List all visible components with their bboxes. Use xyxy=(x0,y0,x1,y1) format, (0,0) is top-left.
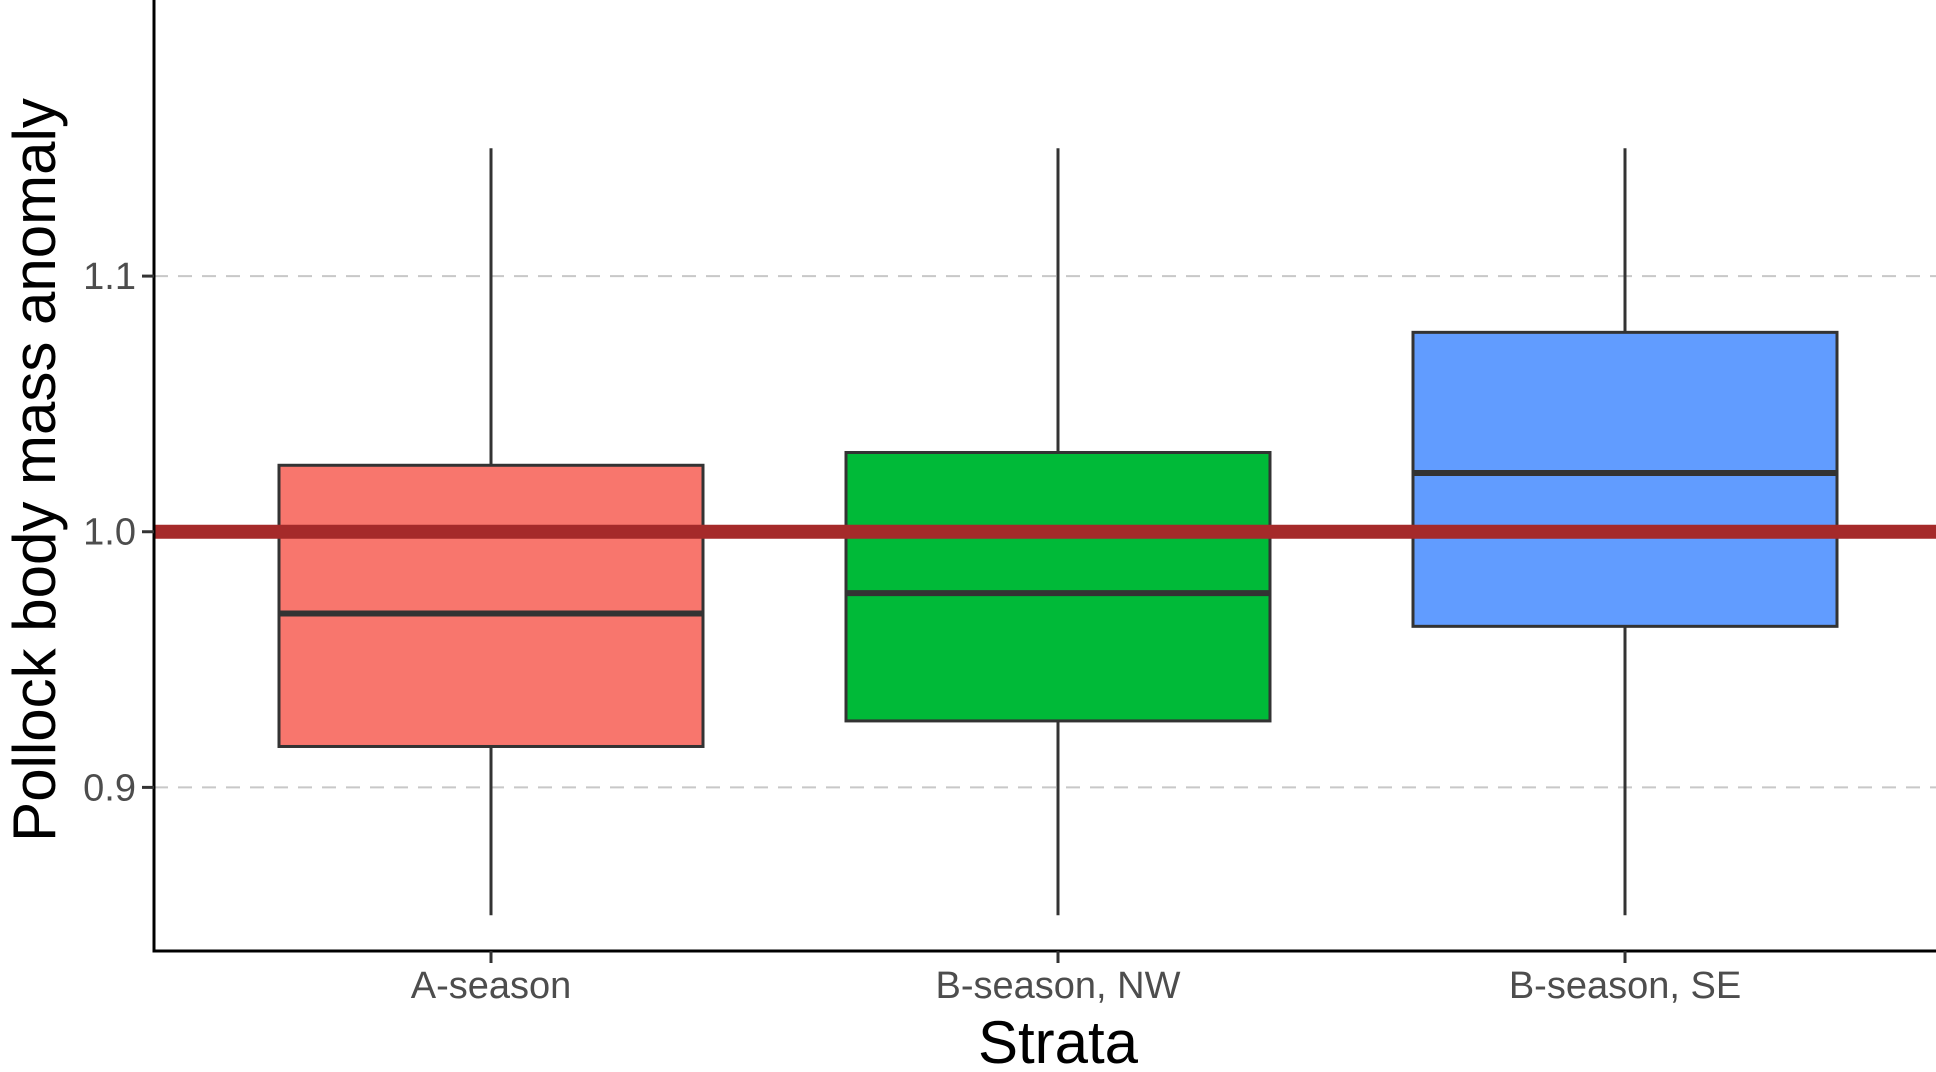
box-3 xyxy=(1411,148,1839,916)
x-tick-label: A-season xyxy=(411,965,572,1007)
box-rect xyxy=(844,450,1272,723)
tick-labels: 0.9 1.0 1.1 A-season B-season, NW B-season, S… xyxy=(83,256,1741,1007)
box-2 xyxy=(844,148,1272,916)
x-axis-title: Strata xyxy=(978,1009,1139,1072)
y-tick-label: 0.9 xyxy=(83,767,136,809)
y-tick-label: 1.1 xyxy=(83,256,136,298)
box-1 xyxy=(277,148,705,916)
boxes xyxy=(277,148,1839,916)
axes xyxy=(142,0,1936,963)
box-rect xyxy=(1411,330,1839,628)
y-tick-label: 1.0 xyxy=(83,512,136,554)
x-tick-label: B-season, SE xyxy=(1509,965,1741,1007)
box-rect xyxy=(277,463,705,748)
x-tick-label: B-season, NW xyxy=(936,965,1181,1007)
y-axis-title: Pollock body mass anomaly xyxy=(1,98,68,842)
